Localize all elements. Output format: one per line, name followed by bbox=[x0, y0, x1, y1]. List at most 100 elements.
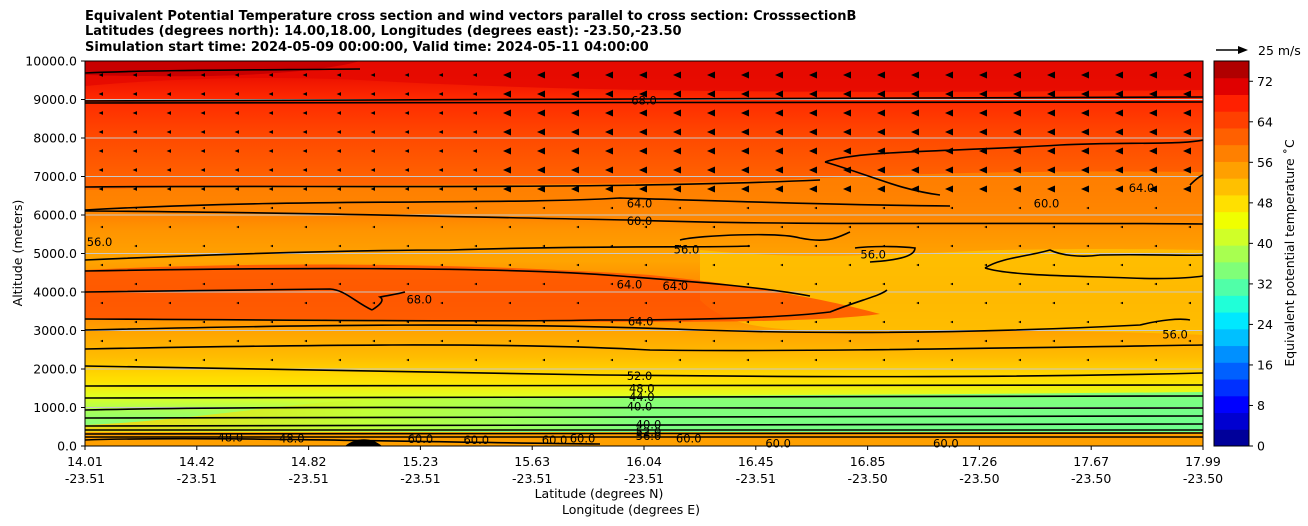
contour-line bbox=[85, 245, 751, 261]
wind-vector bbox=[503, 185, 511, 193]
wind-vector bbox=[707, 166, 715, 174]
wind-vector bbox=[404, 92, 409, 96]
wind-vector bbox=[571, 147, 579, 155]
colorbar-segment bbox=[1214, 127, 1249, 146]
wind-vector bbox=[741, 185, 749, 193]
wind-vector bbox=[945, 71, 953, 79]
wind-vector bbox=[809, 185, 817, 193]
contour-label: 40.0 bbox=[627, 400, 653, 414]
wind-vector bbox=[1115, 109, 1123, 117]
wind-vector bbox=[945, 185, 953, 193]
wind-vector bbox=[98, 149, 103, 153]
contour-label: 60.0 bbox=[676, 431, 702, 445]
wind-vector bbox=[234, 168, 239, 172]
wind-vector bbox=[775, 71, 783, 79]
contour-label: 48.0 bbox=[279, 431, 305, 445]
wind-vector bbox=[979, 147, 987, 155]
wind-vector bbox=[882, 320, 885, 324]
x-tick-label-lon: -23.50 bbox=[1183, 471, 1223, 486]
x-tick-label-lon: -23.51 bbox=[624, 471, 664, 486]
wind-vector bbox=[338, 320, 341, 324]
wind-vector bbox=[950, 244, 953, 248]
wind-vector bbox=[440, 301, 443, 305]
wind-vector bbox=[605, 166, 613, 174]
wind-vector bbox=[741, 71, 749, 79]
wind-vector bbox=[979, 185, 987, 193]
wind-vector bbox=[168, 263, 171, 267]
wind-vector bbox=[472, 92, 477, 96]
colorbar-segment bbox=[1214, 362, 1249, 380]
wind-vector bbox=[746, 244, 749, 248]
wind-vector bbox=[1149, 185, 1157, 193]
wind-vector bbox=[1047, 185, 1055, 193]
wind-vector bbox=[474, 358, 477, 362]
wind-vector bbox=[508, 263, 511, 267]
wind-vector bbox=[712, 263, 715, 267]
wind-vector bbox=[202, 244, 205, 248]
wind-vector bbox=[1013, 71, 1021, 79]
wind-vector bbox=[268, 73, 273, 77]
wind-vectors bbox=[98, 71, 1191, 362]
colorbar-tick-label: 24 bbox=[1257, 317, 1273, 332]
wind-vector bbox=[1081, 90, 1089, 98]
x-tick-label-lat: 15.23 bbox=[403, 454, 439, 469]
wind-vector bbox=[1183, 166, 1191, 174]
wind-vector bbox=[979, 109, 987, 117]
wind-vector bbox=[1018, 358, 1021, 362]
wind-vector bbox=[268, 92, 273, 96]
wind-vector bbox=[336, 130, 341, 134]
contour-label: 68.0 bbox=[406, 293, 432, 307]
x-tick-label-lon: -23.50 bbox=[959, 471, 999, 486]
wind-vector bbox=[304, 301, 307, 305]
wind-vector bbox=[848, 339, 851, 343]
wind-vector bbox=[775, 185, 783, 193]
wind-vector bbox=[1183, 185, 1191, 193]
wind-vector bbox=[508, 301, 511, 305]
wind-vector bbox=[639, 71, 647, 79]
wind-vector bbox=[843, 90, 851, 98]
wind-vector bbox=[1081, 109, 1089, 117]
x-tick-label-lon: -23.51 bbox=[65, 471, 105, 486]
y-tick-label: 0.0 bbox=[57, 439, 77, 454]
contour-label: 44.0 bbox=[629, 390, 655, 404]
wind-vector bbox=[372, 301, 375, 305]
wind-vector bbox=[678, 282, 681, 286]
wind-vector bbox=[746, 282, 749, 286]
wind-vector bbox=[542, 244, 545, 248]
wind-vector bbox=[809, 166, 817, 174]
x-axis-label-lon: Longitude (degrees E) bbox=[562, 502, 700, 517]
wind-vector bbox=[270, 320, 273, 324]
contour-label: 60.0 bbox=[627, 214, 653, 228]
wind-vector bbox=[503, 109, 511, 117]
wind-vector bbox=[98, 73, 103, 77]
wind-vector bbox=[234, 73, 239, 77]
wind-vector bbox=[843, 147, 851, 155]
wind-vector bbox=[438, 168, 443, 172]
wind-vector bbox=[945, 147, 953, 155]
wind-vector bbox=[882, 358, 885, 362]
colorbar-segment bbox=[1214, 261, 1249, 280]
wind-vector bbox=[746, 206, 749, 210]
contour-label: 60.0 bbox=[765, 437, 791, 451]
contour-label: 60.0 bbox=[570, 431, 596, 445]
wind-vector bbox=[741, 109, 749, 117]
wind-vector bbox=[370, 187, 375, 191]
wind-vector bbox=[236, 301, 239, 305]
wind-vector bbox=[236, 339, 239, 343]
wind-vector bbox=[1013, 185, 1021, 193]
wind-vector bbox=[639, 147, 647, 155]
wind-vector bbox=[775, 166, 783, 174]
wind-vector bbox=[814, 244, 817, 248]
x-tick-label-lon: -23.51 bbox=[512, 471, 552, 486]
x-tick-label-lon: -23.51 bbox=[736, 471, 776, 486]
x-tick-label-lat: 14.01 bbox=[67, 454, 103, 469]
wind-vector bbox=[234, 149, 239, 153]
wind-vector bbox=[882, 244, 885, 248]
wind-vector bbox=[268, 149, 273, 153]
y-tick-label: 1000.0 bbox=[33, 400, 77, 415]
wind-vector bbox=[707, 185, 715, 193]
colorbar-segment bbox=[1214, 245, 1249, 263]
chart-title-line-2: Latitudes (degrees north): 14.00,18.00, … bbox=[85, 24, 682, 39]
wind-vector bbox=[1120, 339, 1123, 343]
wind-vector bbox=[338, 282, 341, 286]
